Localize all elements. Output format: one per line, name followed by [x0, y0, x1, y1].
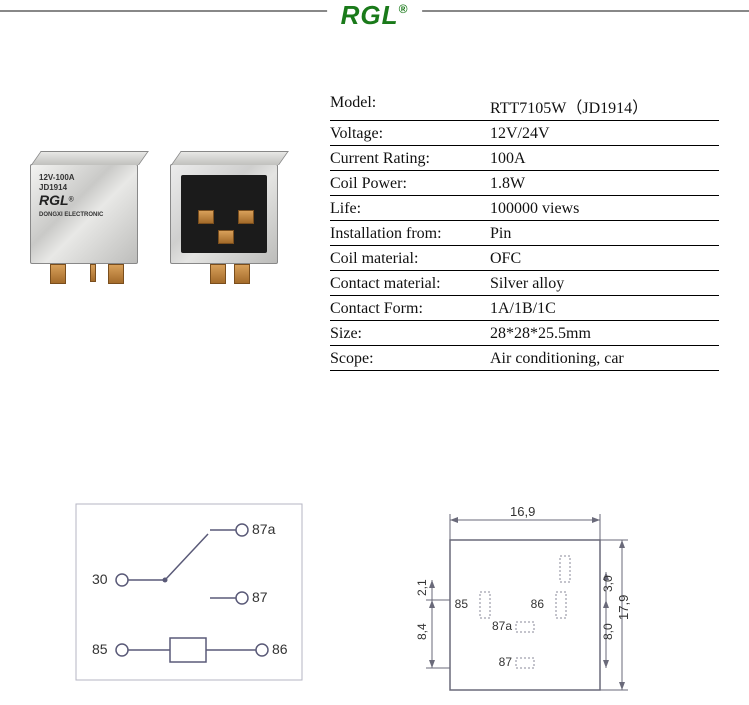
spec-value: 1A/1B/1C [490, 300, 719, 318]
spec-label: Model: [330, 94, 490, 118]
relay-print: 12V-100A JD1914 RGL® DONGXI ELECTRONIC [39, 173, 103, 219]
dim-right-a: 8,0 [601, 623, 615, 640]
spec-label: Contact material: [330, 275, 490, 293]
spec-value: 1.8W [490, 175, 719, 193]
spec-row: Current Rating:100A [330, 146, 719, 171]
spec-label: Coil material: [330, 250, 490, 268]
pad-85: 85 [455, 597, 469, 611]
relay-photo: 12V-100A JD1914 RGL® DONGXI ELECTRONIC [30, 150, 310, 310]
spec-row: Life:100000 views [330, 196, 719, 221]
spec-label: Voltage: [330, 125, 490, 143]
spec-value: Silver alloy [490, 275, 719, 293]
brand-logo: RGL® [327, 0, 423, 31]
brand-name: RGL [341, 0, 399, 30]
spec-value: 28*28*25.5mm [490, 325, 719, 343]
dim-right-b: 3,0 [601, 575, 615, 592]
footprint-diagram: 16,9 17,9 8,4 2,1 8,0 3,0 [360, 500, 749, 700]
spec-value: Air conditioning, car [490, 350, 719, 368]
spec-value: OFC [490, 250, 719, 268]
spec-value: 100A [490, 150, 719, 168]
diagrams-row: 87a 87 30 85 86 16,9 17,9 [0, 500, 749, 700]
spec-row: Coil material:OFC [330, 246, 719, 271]
spec-label: Contact Form: [330, 300, 490, 318]
product-photo: 12V-100A JD1914 RGL® DONGXI ELECTRONIC [0, 90, 330, 371]
spec-row: Contact Form:1A/1B/1C [330, 296, 719, 321]
spec-label: Life: [330, 200, 490, 218]
dim-left-b: 2,1 [415, 579, 429, 596]
spec-table: Model:RTT7105W（JD1914） Voltage:12V/24V C… [330, 90, 749, 371]
spec-value: Pin [490, 225, 719, 243]
pad-86: 86 [531, 597, 545, 611]
spec-label: Current Rating: [330, 150, 490, 168]
pad-87: 87 [499, 655, 513, 669]
term-87: 87 [252, 589, 268, 605]
product-row: 12V-100A JD1914 RGL® DONGXI ELECTRONIC M… [0, 90, 749, 371]
spec-label: Scope: [330, 350, 490, 368]
schematic-diagram: 87a 87 30 85 86 [0, 500, 360, 700]
dim-top: 16,9 [510, 504, 535, 519]
brand-tm: ® [399, 2, 409, 16]
spec-row: Scope:Air conditioning, car [330, 346, 719, 371]
spec-label: Coil Power: [330, 175, 490, 193]
term-30: 30 [92, 571, 108, 587]
spec-label: Installation from: [330, 225, 490, 243]
term-85: 85 [92, 641, 108, 657]
term-87a: 87a [252, 521, 276, 537]
spec-row: Voltage:12V/24V [330, 121, 719, 146]
spec-row: Contact material:Silver alloy [330, 271, 719, 296]
spec-row: Coil Power:1.8W [330, 171, 719, 196]
spec-value: 12V/24V [490, 125, 719, 143]
pad-87a: 87a [492, 619, 512, 633]
term-86: 86 [272, 641, 288, 657]
spec-value: 100000 views [490, 200, 719, 218]
dim-left-a: 8,4 [415, 623, 429, 640]
spec-value: RTT7105W（JD1914） [490, 94, 719, 118]
spec-label: Size: [330, 325, 490, 343]
spec-row: Model:RTT7105W（JD1914） [330, 90, 719, 121]
spec-row: Size:28*28*25.5mm [330, 321, 719, 346]
dim-right: 17,9 [616, 595, 631, 620]
spec-row: Installation from:Pin [330, 221, 719, 246]
